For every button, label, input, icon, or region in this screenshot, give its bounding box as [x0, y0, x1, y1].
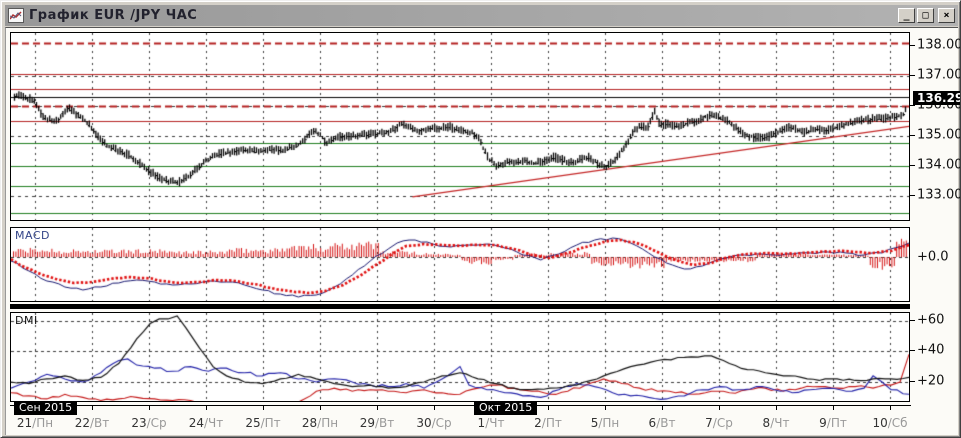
dmi-panel: DMI — [10, 312, 910, 402]
x-axis-date: 5/Пн — [590, 416, 620, 430]
axis-tick — [909, 165, 915, 166]
x-axis-date: 22/Вт — [74, 416, 110, 430]
axis-tick — [92, 405, 93, 410]
x-axis-date: 9/Пт — [819, 416, 847, 430]
macd-canvas[interactable] — [11, 228, 909, 301]
axis-tick — [909, 45, 915, 46]
axis-tick — [890, 405, 891, 410]
axis-tick — [377, 405, 378, 410]
dmi-canvas[interactable] — [11, 313, 909, 401]
x-axis-date: 6/Вт — [648, 416, 676, 430]
axis-tick — [434, 405, 435, 410]
axis-tick — [909, 319, 915, 321]
x-axis-date: 30/Ср — [416, 416, 452, 430]
axis-tick — [320, 405, 321, 410]
axis-tick — [149, 405, 150, 410]
axis-tick — [662, 405, 663, 410]
x-axis-date: 10/Сб — [872, 416, 908, 430]
x-axis-date: 25/Пт — [245, 416, 281, 430]
price-axis-label: 134.00 — [917, 157, 961, 173]
price-chart-panel — [10, 32, 910, 221]
x-axis-date: 28/Пн — [301, 416, 339, 430]
x-axis-date: 23/Ср — [131, 416, 167, 430]
axis-tick — [909, 350, 915, 352]
x-axis-date: 21/Пн — [16, 416, 54, 430]
axis-tick — [909, 105, 915, 106]
x-axis-date: 7/Ср — [705, 416, 733, 430]
month-box-oct: Окт 2015 — [474, 401, 538, 415]
axis-tick — [605, 405, 606, 410]
maximize-button[interactable]: □ — [917, 8, 934, 23]
macd-zero-label: +0.0 — [917, 249, 949, 264]
dmi-level-label: +20 — [917, 373, 945, 389]
axis-tick — [206, 405, 207, 410]
x-axis-date: 8/Чт — [762, 416, 790, 430]
axis-tick — [833, 405, 834, 410]
minimize-button[interactable]: _ — [898, 8, 915, 23]
x-axis-line — [10, 405, 911, 406]
x-axis-date: 2/Пт — [534, 416, 562, 430]
axis-tick — [909, 195, 915, 196]
chart-window-icon — [8, 8, 24, 23]
price-axis-label: 137.00 — [917, 67, 961, 83]
axis-tick — [909, 381, 915, 382]
close-button[interactable]: × — [938, 8, 955, 23]
chart-client-area: MACD DMI 136.29 138.00 137.00 136.00 135.00… — [5, 27, 961, 435]
dmi-level-label: +60 — [917, 312, 945, 327]
price-axis-label: 138.00 — [917, 37, 961, 53]
price-chart-canvas[interactable] — [11, 33, 909, 220]
price-axis-label: 135.00 — [917, 127, 961, 143]
axis-tick — [909, 135, 915, 136]
collapsed-panel-strip — [10, 304, 910, 309]
x-axis-date: 1/Чт — [477, 416, 505, 430]
window-title: График EUR /JPY ЧАС — [29, 8, 198, 23]
dmi-label: DMI — [15, 314, 38, 327]
macd-label: MACD — [15, 229, 50, 242]
x-axis-date: 24/Чт — [188, 416, 224, 430]
title-bar[interactable]: График EUR /JPY ЧАС _ □ × — [5, 5, 958, 26]
current-price-badge: 136.29 — [913, 91, 960, 105]
price-axis-label: 133.00 — [917, 187, 961, 203]
x-axis-date: 29/Вт — [359, 416, 395, 430]
month-box-sep: Сен 2015 — [14, 401, 78, 415]
macd-panel: MACD — [10, 227, 910, 302]
axis-tick — [776, 405, 777, 410]
axis-tick — [548, 405, 549, 410]
dmi-level-label: +40 — [917, 342, 945, 358]
axis-tick — [719, 405, 720, 410]
axis-tick — [909, 75, 915, 76]
axis-tick — [263, 405, 264, 410]
